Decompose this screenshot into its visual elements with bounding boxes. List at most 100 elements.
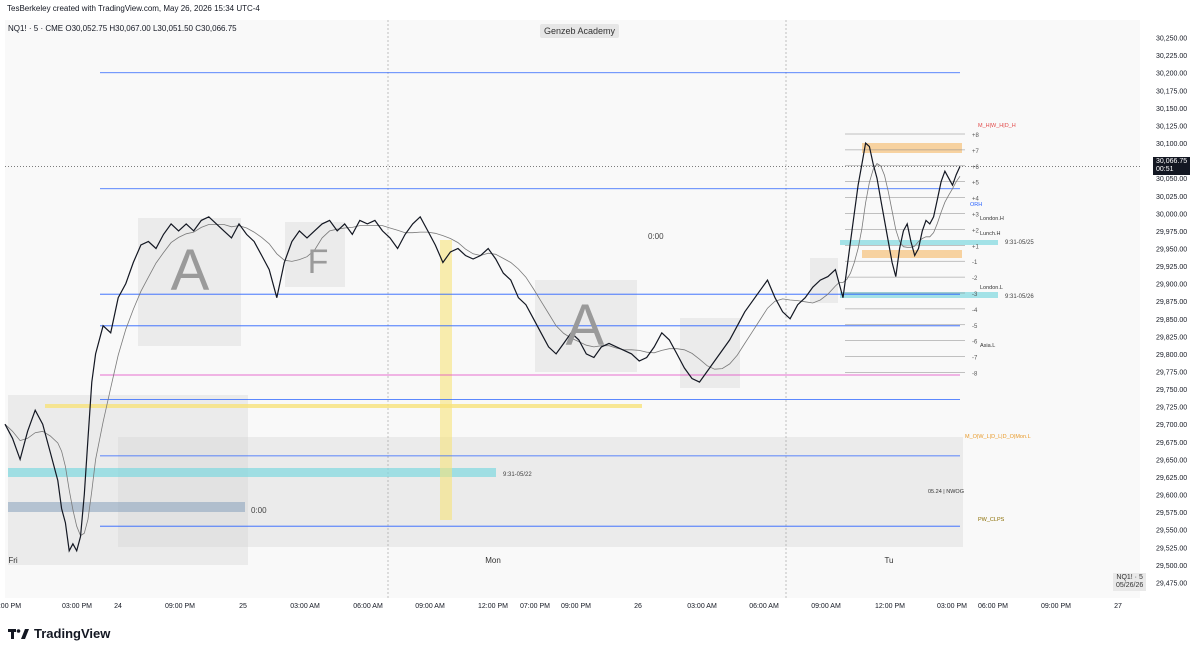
session-box xyxy=(810,258,838,303)
price-tick-label: 30,175.00 xyxy=(1156,88,1187,95)
price-tick-label: 30,100.00 xyxy=(1156,141,1187,148)
price-tick-label: 29,550.00 xyxy=(1156,528,1187,535)
time-tick-label: 03:00 PM xyxy=(62,603,92,610)
price-tick-label: 29,825.00 xyxy=(1156,334,1187,341)
price-tick-label: 30,200.00 xyxy=(1156,71,1187,78)
level-label: M_H|W_H|D_H xyxy=(978,123,1016,129)
time-tick-label: 03:00 AM xyxy=(290,603,320,610)
std-label: +3 xyxy=(972,213,980,219)
price-tick-label: 29,950.00 xyxy=(1156,246,1187,253)
std-label: -7 xyxy=(972,356,978,362)
day-label: Mon xyxy=(485,556,501,565)
time-axis xyxy=(0,598,1199,618)
level-label: M_O|W_L|D_L|D_O|Mon.L xyxy=(965,434,1031,440)
level-label: Asia.L xyxy=(980,343,995,349)
price-tick-label: 29,925.00 xyxy=(1156,264,1187,271)
price-tick-label: 29,750.00 xyxy=(1156,387,1187,394)
session-letter: F xyxy=(308,243,329,281)
price-tick-label: 30,250.00 xyxy=(1156,36,1187,43)
level-label: Lunch.H xyxy=(980,231,1001,237)
time-tick-label: 06:00 AM xyxy=(353,603,383,610)
price-series-line xyxy=(4,141,961,553)
price-axis xyxy=(1140,20,1199,600)
std-label: +8 xyxy=(972,133,980,139)
time-tick-label: 12:00 PM xyxy=(875,603,905,610)
zone-label: 0:00 xyxy=(648,232,664,241)
last-price: 30,066.75 xyxy=(1156,158,1188,165)
std-label: -8 xyxy=(972,372,978,378)
cyan-zone xyxy=(8,468,496,477)
time-tick-label: 09:00 PM xyxy=(561,603,591,610)
attribution-text: TesBerkeley created with TradingView.com… xyxy=(7,4,260,13)
symbol-line: NQ1! · 5 xyxy=(1116,574,1143,581)
time-tick-label: 09:00 AM xyxy=(811,603,841,610)
symbol-date: 05/26/26 xyxy=(1116,582,1144,589)
std-label: -1 xyxy=(972,260,978,266)
price-tick-label: 29,500.00 xyxy=(1156,563,1187,570)
price-tick-label: 29,975.00 xyxy=(1156,229,1187,236)
std-label: +4 xyxy=(972,197,980,203)
price-tick-label: 29,675.00 xyxy=(1156,440,1187,447)
tradingview-logo[interactable]: TradingView xyxy=(8,626,110,641)
tradingview-logo-icon xyxy=(8,628,29,639)
footer xyxy=(0,618,1199,653)
session-letter: A xyxy=(171,238,210,303)
price-tick-label: 29,700.00 xyxy=(1156,422,1187,429)
price-tick-label: 30,225.00 xyxy=(1156,53,1187,60)
std-label: +5 xyxy=(972,181,980,187)
std-label: -2 xyxy=(972,276,978,282)
level-label: PW_CLPS xyxy=(978,517,1005,523)
zone-label: 9:31-05/26 xyxy=(1005,294,1034,300)
session-box xyxy=(285,222,345,287)
level-label: London.H xyxy=(980,216,1004,222)
time-tick-label: 12:00 PM xyxy=(478,603,508,610)
watermark: Genzeb Academy xyxy=(540,24,620,38)
attribution-bar: TesBerkeley created with TradingView.com… xyxy=(0,0,1199,18)
time-tick-label: 03:00 AM xyxy=(687,603,717,610)
price-tick-label: 30,050.00 xyxy=(1156,176,1187,183)
price-tick-label: 29,575.00 xyxy=(1156,510,1187,517)
level-label: London.L xyxy=(980,285,1003,291)
price-chart[interactable]: +8 +7 +6 +5 +4 +3 +2 +1 -1 -2 -3 -4 -5 -6 -7 -8 A F A 9:31-… xyxy=(0,18,1199,618)
time-tick-label: 3:00 PM xyxy=(0,603,21,610)
price-tick-label: 29,525.00 xyxy=(1156,545,1187,552)
time-tick-label: 09:00 AM xyxy=(415,603,445,610)
zone-label: 9:31-05/22 xyxy=(503,472,532,478)
time-tick-label: 09:00 PM xyxy=(1041,603,1071,610)
price-tick-label: 30,025.00 xyxy=(1156,194,1187,201)
std-label: -4 xyxy=(972,308,978,314)
price-tick-label: 30,125.00 xyxy=(1156,123,1187,130)
session-box xyxy=(8,395,248,565)
price-tick-label: 29,600.00 xyxy=(1156,493,1187,500)
price-tick-label: 29,650.00 xyxy=(1156,457,1187,464)
orange-zone xyxy=(862,250,962,258)
session-box xyxy=(118,437,963,547)
std-label: +7 xyxy=(972,149,980,155)
day-label: Tu xyxy=(884,556,893,565)
zone-label: 9:31-05/25 xyxy=(1005,240,1034,246)
price-tick-label: 29,775.00 xyxy=(1156,370,1187,377)
price-tick-label: 29,875.00 xyxy=(1156,299,1187,306)
orange-zone xyxy=(862,143,962,153)
price-tick-label: 30,150.00 xyxy=(1156,106,1187,113)
time-tick-label: 03:00 PM xyxy=(937,603,967,610)
price-tick-label: 29,900.00 xyxy=(1156,282,1187,289)
yellow-zone xyxy=(440,240,452,520)
tradingview-logo-text: TradingView xyxy=(34,626,111,641)
last-price-tag: 30,066.75 00:51 xyxy=(1153,157,1191,175)
level-label: ORH xyxy=(970,202,982,208)
gray-zone xyxy=(8,502,245,512)
std-label: -6 xyxy=(972,340,978,346)
chart-area[interactable]: +8 +7 +6 +5 +4 +3 +2 +1 -1 -2 -3 -4 -5 -6 -7 -8 A F A 9:31-… xyxy=(0,18,1199,618)
std-label: +2 xyxy=(972,228,980,234)
cyan-zone xyxy=(840,292,998,298)
moving-average-line xyxy=(4,162,961,537)
price-tick-label: 29,850.00 xyxy=(1156,317,1187,324)
session-box xyxy=(138,218,241,346)
price-tick-label: 29,800.00 xyxy=(1156,352,1187,359)
price-tick-label: 29,625.00 xyxy=(1156,475,1187,482)
std-label: -5 xyxy=(972,324,978,330)
std-label: +1 xyxy=(972,244,980,250)
level-label: 05.24 | NWOG xyxy=(928,489,964,495)
std-label: +6 xyxy=(972,165,980,171)
